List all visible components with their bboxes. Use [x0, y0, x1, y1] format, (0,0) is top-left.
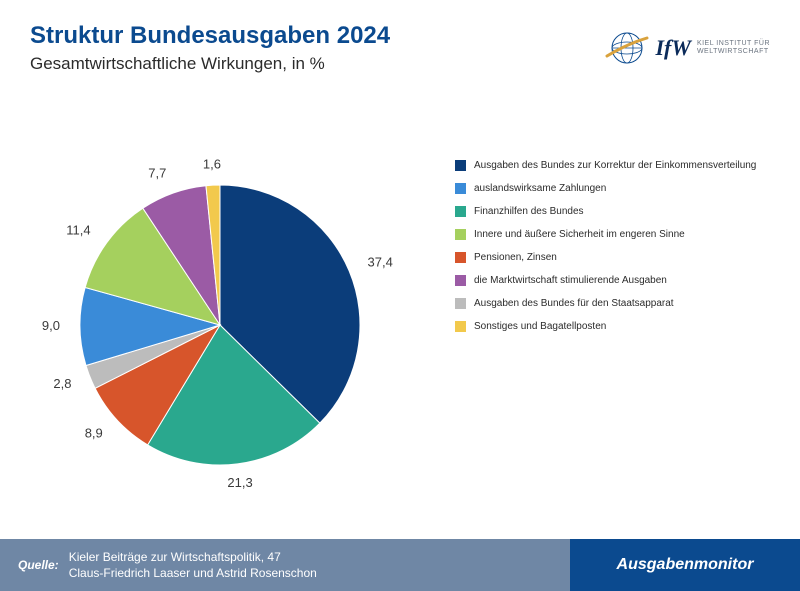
legend-swatch [455, 160, 466, 171]
chart-area: 37,4 21,3 8,9 2,8 9,0 11,4 7,7 1,6 Ausgaben des… [0, 100, 800, 530]
legend-item: die Marktwirtschaft stimulierende Ausgab… [455, 275, 775, 286]
logo-text: IfW [655, 37, 690, 59]
legend-item: Innere und äußere Sicherheit im engeren … [455, 229, 775, 240]
source-line2: Claus-Friedrich Laaser und Astrid Rosens… [69, 565, 317, 581]
slice-label: 9,0 [42, 318, 60, 333]
legend-swatch [455, 183, 466, 194]
footer: Quelle: Kieler Beiträge zur Wirtschaftsp… [0, 539, 800, 591]
logo-sub1: KIEL INSTITUT FÜR [697, 40, 770, 48]
chart-subtitle: Gesamtwirtschaftliche Wirkungen, in % [30, 54, 605, 74]
slice-label: 11,4 [66, 222, 90, 237]
source-lines: Kieler Beiträge zur Wirtschaftspolitik, … [69, 549, 317, 581]
legend-label: Ausgaben des Bundes für den Staatsappara… [474, 298, 674, 309]
legend-label: Sonstiges und Bagatellposten [474, 321, 606, 332]
source-line1: Kieler Beiträge zur Wirtschaftspolitik, … [69, 549, 317, 565]
legend-swatch [455, 206, 466, 217]
legend: Ausgaben des Bundes zur Korrektur der Ei… [455, 160, 775, 344]
globe-icon [605, 26, 649, 70]
legend-item: Ausgaben des Bundes für den Staatsappara… [455, 298, 775, 309]
header: Struktur Bundesausgaben 2024 Gesamtwirts… [0, 0, 800, 74]
legend-label: Ausgaben des Bundes zur Korrektur der Ei… [474, 160, 756, 171]
legend-swatch [455, 275, 466, 286]
footer-source: Quelle: Kieler Beiträge zur Wirtschaftsp… [0, 539, 570, 591]
legend-label: Innere und äußere Sicherheit im engeren … [474, 229, 685, 240]
legend-swatch [455, 321, 466, 332]
legend-item: Pensionen, Zinsen [455, 252, 775, 263]
legend-swatch [455, 252, 466, 263]
quelle-label: Quelle: [18, 558, 59, 572]
slice-label: 8,9 [85, 425, 103, 440]
footer-right-text: Ausgabenmonitor [617, 556, 754, 574]
logo-sub2: WELTWIRTSCHAFT [697, 48, 770, 56]
footer-brand: Ausgabenmonitor [570, 539, 800, 591]
logo-text-block: IfW [655, 37, 690, 59]
chart-title: Struktur Bundesausgaben 2024 [30, 22, 605, 50]
legend-swatch [455, 229, 466, 240]
legend-label: die Marktwirtschaft stimulierende Ausgab… [474, 275, 667, 286]
legend-item: Sonstiges und Bagatellposten [455, 321, 775, 332]
legend-swatch [455, 298, 466, 309]
legend-label: Finanzhilfen des Bundes [474, 206, 584, 217]
logo-sub-block: KIEL INSTITUT FÜR WELTWIRTSCHAFT [697, 40, 770, 55]
legend-item: Ausgaben des Bundes zur Korrektur der Ei… [455, 160, 775, 171]
legend-label: Pensionen, Zinsen [474, 252, 557, 263]
slice-label: 1,6 [203, 157, 221, 172]
slice-label: 37,4 [368, 255, 393, 270]
slice-label: 21,3 [227, 475, 252, 490]
slice-label: 7,7 [148, 166, 166, 181]
legend-label: auslandswirksame Zahlungen [474, 183, 606, 194]
ifw-logo: IfW KIEL INSTITUT FÜR WELTWIRTSCHAFT [605, 26, 770, 70]
legend-item: Finanzhilfen des Bundes [455, 206, 775, 217]
slice-label: 2,8 [53, 376, 71, 391]
legend-item: auslandswirksame Zahlungen [455, 183, 775, 194]
title-block: Struktur Bundesausgaben 2024 Gesamtwirts… [30, 22, 605, 74]
pie-chart: 37,4 21,3 8,9 2,8 9,0 11,4 7,7 1,6 [0, 100, 460, 530]
